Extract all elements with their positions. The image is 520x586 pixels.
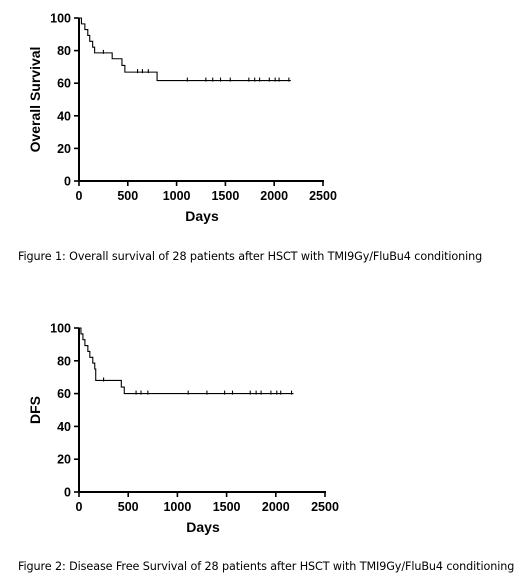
y-tick-label: 0 (64, 486, 71, 500)
y-tick-label: 100 (50, 12, 71, 26)
x-tick-label: 2500 (309, 189, 337, 203)
x-tick-label: 0 (76, 500, 83, 514)
y-tick-label: 20 (57, 453, 71, 467)
y-tick-label: 40 (57, 109, 71, 123)
y-tick-label: 100 (50, 322, 71, 336)
x-axis-label: Days (185, 208, 219, 224)
x-tick-label: 1500 (211, 189, 239, 203)
figure-2-caption: Figure 2: Disease Free Survival of 28 pa… (18, 560, 515, 573)
y-tick-label: 60 (57, 387, 71, 401)
survival-step-line (79, 327, 294, 395)
y-axis-label: DFS (27, 396, 43, 424)
figure-1-caption: Figure 1: Overall survival of 28 patient… (18, 250, 483, 263)
y-tick-label: 80 (57, 354, 71, 368)
x-tick-label: 2000 (260, 189, 288, 203)
survival-step-line (79, 17, 291, 82)
x-tick-label: 1000 (163, 500, 191, 514)
x-axis-label: Days (186, 519, 220, 535)
x-tick-label: 0 (76, 189, 83, 203)
y-tick-label: 0 (64, 175, 71, 189)
y-axis-label: Overall Survival (27, 47, 43, 153)
x-tick-label: 500 (117, 189, 138, 203)
x-tick-label: 2000 (262, 500, 290, 514)
y-tick-label: 60 (57, 77, 71, 91)
y-tick-label: 20 (57, 142, 71, 156)
x-tick-label: 1000 (163, 189, 191, 203)
x-tick-label: 500 (118, 500, 139, 514)
x-tick-label: 2500 (311, 500, 339, 514)
y-tick-label: 40 (57, 420, 71, 434)
x-tick-label: 1500 (213, 500, 241, 514)
y-tick-label: 80 (57, 44, 71, 58)
